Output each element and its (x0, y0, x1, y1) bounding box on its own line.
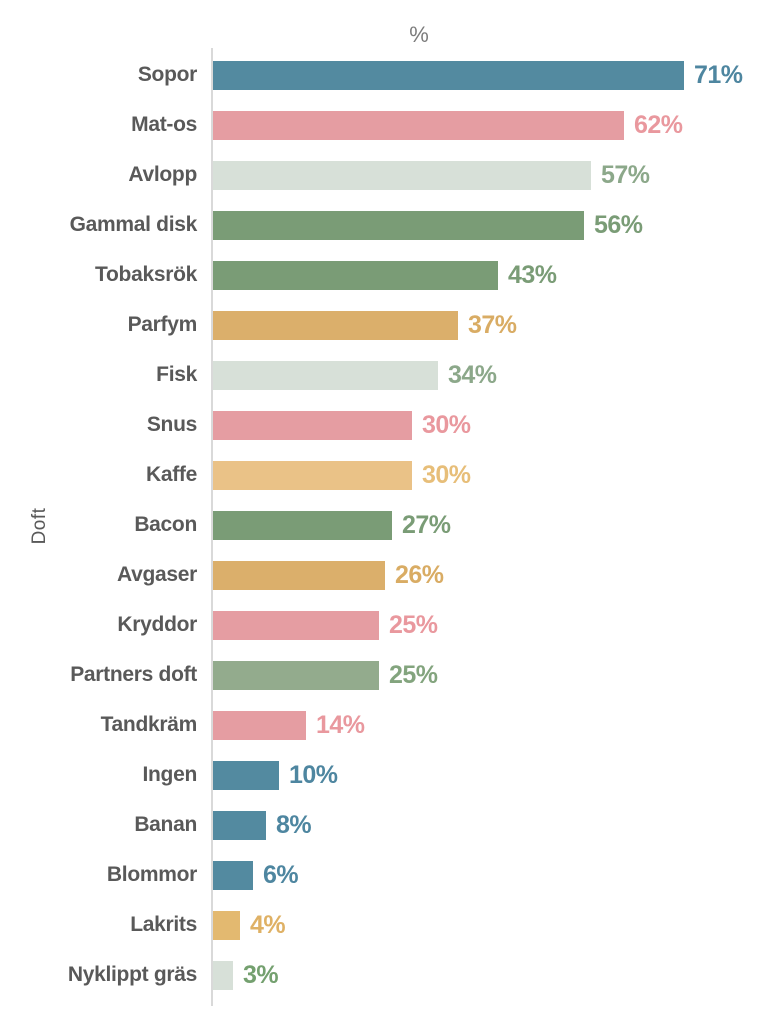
value-label: 10% (289, 760, 338, 789)
bar-zone: 57% (213, 150, 760, 200)
bar-zone: 71% (213, 50, 760, 100)
value-label: 8% (276, 810, 312, 839)
bar-zone: 6% (213, 850, 760, 900)
category-label: Tobaksrök (95, 263, 197, 286)
bar (213, 60, 684, 90)
category-label: Gammal disk (69, 213, 198, 236)
bar-zone: 30% (213, 450, 760, 500)
bar (213, 410, 412, 440)
value-label: 71% (694, 60, 743, 89)
bar-row: Fisk 34% (0, 350, 760, 400)
bar-zone: 26% (213, 550, 760, 600)
value-label: 25% (389, 610, 438, 639)
bar (213, 560, 385, 590)
value-label: 43% (508, 260, 557, 289)
bar-zone: 25% (213, 600, 760, 650)
bar-zone: 56% (213, 200, 760, 250)
value-label: 37% (468, 310, 517, 339)
bar-zone: 25% (213, 650, 760, 700)
value-label: 30% (422, 410, 471, 439)
category-label: Tandkräm (100, 713, 198, 736)
bar-zone: 8% (213, 800, 760, 850)
bar-row: Banan 8% (0, 800, 760, 850)
value-label: 57% (601, 160, 650, 189)
bar-zone: 3% (213, 950, 760, 1000)
value-label: 14% (316, 710, 365, 739)
bar-row: Sopor 71% (0, 50, 760, 100)
bar (213, 610, 379, 640)
bar (213, 310, 458, 340)
category-label: Avgaser (116, 563, 197, 586)
bar-row: Nyklippt gräs 3% (0, 950, 760, 1000)
bar-row: Tandkräm 14% (0, 700, 760, 750)
value-label: 62% (634, 110, 683, 139)
bar (213, 660, 379, 690)
bar-row: Avgaser 26% (0, 550, 760, 600)
x-axis-title: % (409, 22, 429, 47)
y-axis-line (211, 48, 213, 1006)
bar-zone: 27% (213, 500, 760, 550)
value-label: 30% (422, 460, 471, 489)
bar-row: Kaffe 30% (0, 450, 760, 500)
category-label: Snus (146, 413, 197, 436)
value-label: 56% (594, 210, 643, 239)
category-label: Kaffe (145, 463, 197, 486)
bar-zone: 14% (213, 700, 760, 750)
bar (213, 760, 279, 790)
bar (213, 860, 253, 890)
bar-zone: 34% (213, 350, 760, 400)
bar-zone: 43% (213, 250, 760, 300)
value-label: 26% (395, 560, 444, 589)
bar-row: Bacon 27% (0, 500, 760, 550)
category-label: Bacon (134, 513, 197, 536)
bar-row: Blommor 6% (0, 850, 760, 900)
bar-row: Snus 30% (0, 400, 760, 450)
category-label: Mat-os (131, 113, 197, 136)
bar-zone: 30% (213, 400, 760, 450)
category-label: Blommor (106, 863, 197, 886)
category-label: Parfym (127, 313, 198, 336)
bar (213, 260, 498, 290)
bar (213, 110, 624, 140)
bar (213, 810, 266, 840)
bar-zone: 10% (213, 750, 760, 800)
bar (213, 710, 306, 740)
category-label: Sopor (137, 63, 197, 86)
bar-row: Tobaksrök 43% (0, 250, 760, 300)
bar (213, 960, 233, 990)
category-label: Kryddor (117, 613, 197, 636)
value-label: 25% (389, 660, 438, 689)
bar-row: Partners doft 25% (0, 650, 760, 700)
category-label: Lakrits (130, 913, 197, 936)
value-label: 34% (448, 360, 497, 389)
category-label: Ingen (142, 763, 198, 786)
category-label: Partners doft (70, 663, 197, 686)
value-label: 27% (402, 510, 451, 539)
bar (213, 160, 591, 190)
bar-row: Ingen 10% (0, 750, 760, 800)
category-label: Avlopp (128, 163, 197, 186)
value-label: 4% (250, 910, 286, 939)
category-label: Banan (134, 813, 197, 836)
bar-row: Parfym 37% (0, 300, 760, 350)
category-label: Nyklippt gräs (67, 963, 197, 986)
bar-row: Mat-os 62% (0, 100, 760, 150)
bar (213, 910, 240, 940)
bar (213, 510, 392, 540)
bar-row: Kryddor 25% (0, 600, 760, 650)
category-label: Fisk (156, 363, 197, 386)
value-label: 6% (263, 860, 299, 889)
bar (213, 460, 412, 490)
plot-area: Sopor 71% Mat-os 62% Avlopp 57% Gammal d… (0, 50, 760, 1000)
value-label: 3% (243, 960, 279, 989)
bar-zone: 62% (213, 100, 760, 150)
bar (213, 210, 584, 240)
bar-row: Gammal disk 56% (0, 200, 760, 250)
bar-zone: 4% (213, 900, 760, 950)
bar-row: Avlopp 57% (0, 150, 760, 200)
bar-row: Lakrits 4% (0, 900, 760, 950)
bar (213, 360, 438, 390)
bar-zone: 37% (213, 300, 760, 350)
